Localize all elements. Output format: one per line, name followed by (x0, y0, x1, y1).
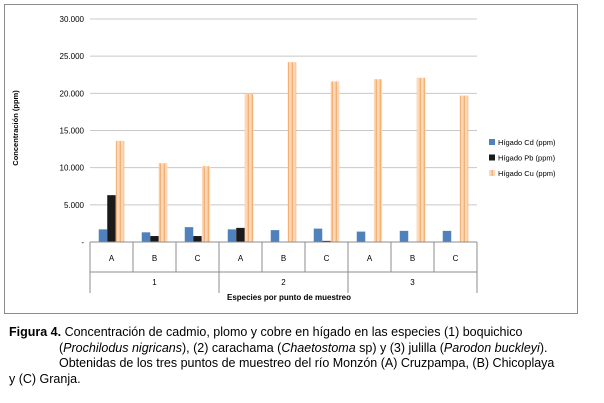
bar-2-1 (107, 195, 116, 242)
bar-3-8 (416, 77, 426, 243)
group-label: 1 (152, 278, 157, 287)
bar-1-2 (141, 232, 151, 242)
caption-line-4: y (C) Granja. (9, 371, 81, 386)
group-label: 3 (410, 278, 415, 287)
category-label: C (324, 254, 330, 263)
bar-1-6 (313, 228, 323, 242)
y-tick-label: - (81, 238, 84, 247)
bar-1-9 (442, 230, 452, 242)
bar-3-7 (373, 79, 383, 243)
caption-paren-close: ). (539, 340, 548, 355)
y-tick-label: 25.000 (60, 52, 85, 61)
bar-1-1 (98, 229, 108, 242)
legend-entry: Hígado Cu (ppm) (498, 169, 556, 178)
bar-1-4 (227, 229, 237, 242)
bar-3-9 (459, 95, 469, 243)
y-tick-label: 10.000 (60, 164, 85, 173)
bar-3-4 (244, 94, 254, 243)
bar-3-2 (158, 163, 168, 242)
chart-frame: - 5.000 10.000 15.000 20.000 25.000 30.000 A B C… (4, 4, 578, 319)
y-tick-label: 15.000 (60, 127, 85, 136)
y-tick-label: 30.000 (60, 15, 85, 24)
species-1-name: Prochilodus nigricans (63, 340, 182, 355)
bar-2-4 (236, 227, 245, 242)
caption-line-3: Obtenidas de los tres puntos de muestreo… (59, 356, 555, 371)
legend-swatch (489, 139, 495, 145)
category-label: A (367, 254, 373, 263)
caption-paren-open: ( (59, 340, 64, 355)
bar-2-2 (150, 236, 159, 242)
category-label: B (410, 254, 415, 263)
caption-mid-2: sp) y (3) julilla ( (355, 340, 444, 355)
legend-swatch (489, 154, 495, 161)
x-axis: A B C A B C A B C 1 2 3 (89, 241, 478, 293)
species-2-name: Chaetostoma (281, 340, 356, 355)
category-label: C (453, 254, 459, 263)
bar-2-3 (193, 236, 202, 242)
category-label: B (152, 254, 157, 263)
caption-line1-text: Concentración de cadmio, plomo y cobre e… (61, 325, 523, 339)
concentration-bar-chart: - 5.000 10.000 15.000 20.000 25.000 30.000 A B C… (4, 4, 578, 314)
bar-2-6 (322, 240, 331, 242)
bar-3-5 (287, 62, 297, 242)
bars (98, 62, 469, 243)
figure-caption: Figura 4. Concentración de cadmio, plomo… (9, 325, 599, 387)
y-tick-label: 20.000 (60, 89, 85, 98)
y-tick-label: 5.000 (64, 201, 85, 210)
species-3-name: Parodon buckleyi (443, 340, 540, 355)
category-label: C (195, 254, 201, 263)
legend-entry: Hígado Pb (ppm) (498, 154, 556, 163)
category-label: A (109, 254, 115, 263)
legend-entry: Hígado Cd (ppm) (498, 138, 556, 147)
bar-1-8 (399, 230, 409, 242)
legend-swatch (489, 170, 495, 176)
category-label: A (238, 254, 244, 263)
category-label: B (281, 254, 286, 263)
bar-3-6 (330, 81, 340, 242)
y-axis-label: Concentración (ppm) (11, 90, 20, 166)
legend: Hígado Cd (ppm) Hígado Pb (ppm) Hígado Cu … (489, 138, 556, 178)
caption-label: Figura 4. (9, 325, 62, 339)
gridlines (90, 18, 477, 206)
bar-1-5 (270, 230, 280, 242)
x-axis-label: Especies por punto de muestreo (227, 293, 351, 302)
group-label: 2 (281, 278, 286, 287)
caption-line-2: (Prochilodus nigricans), (2) carachama (… (9, 341, 599, 357)
caption-mid-1: ), (2) carachama ( (181, 340, 282, 355)
bar-3-3 (201, 166, 211, 242)
bar-1-7 (356, 231, 366, 242)
bar-3-1 (115, 140, 125, 242)
bar-1-3 (184, 227, 194, 242)
caption-line-1: Figura 4. Concentración de cadmio, plomo… (9, 325, 599, 341)
y-axis-ticks: - 5.000 10.000 15.000 20.000 25.000 30.000 (60, 15, 85, 247)
